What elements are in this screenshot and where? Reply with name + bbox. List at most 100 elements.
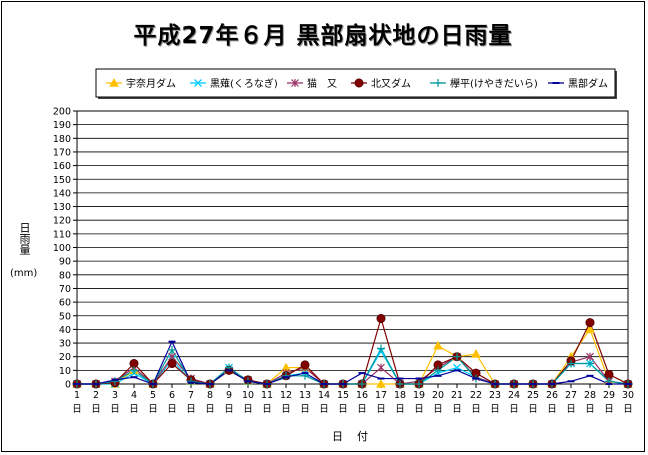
y-tick-label: 200 <box>53 107 71 118</box>
x-tick-suffix: 日 <box>167 404 177 415</box>
x-tick-suffix: 日 <box>243 404 253 415</box>
y-tick-label: 140 <box>53 188 71 199</box>
y-axis-label: 日雨量 <box>13 222 35 255</box>
x-tick-label: 15 <box>337 390 349 401</box>
x-tick-label: 8 <box>207 390 213 401</box>
x-tick-label: 30 <box>622 390 634 401</box>
legend-label: 北又ダム <box>371 77 411 90</box>
x-tick-suffix: 日 <box>528 404 538 415</box>
y-tick-label: 20 <box>59 352 71 363</box>
x-tick-suffix: 日 <box>395 404 405 415</box>
x-tick-suffix: 日 <box>186 404 196 415</box>
data-point <box>358 380 366 388</box>
x-tick-label: 16 <box>356 390 368 401</box>
y-tick-label: 150 <box>53 175 71 186</box>
x-tick-label: 5 <box>150 390 156 401</box>
x-tick-label: 1 <box>74 390 80 401</box>
legend-label: 黒部ダム <box>568 77 608 90</box>
x-tick-suffix: 日 <box>224 404 234 415</box>
data-point <box>585 324 595 334</box>
x-tick-suffix: 日 <box>623 404 633 415</box>
data-point <box>586 352 594 361</box>
data-point <box>585 318 595 328</box>
legend-label: 猫 又 <box>307 77 337 90</box>
x-tick-suffix: 日 <box>110 404 120 415</box>
y-tick-label: 180 <box>53 134 71 145</box>
y-tick-label: 40 <box>59 325 71 336</box>
y-tick-label: 160 <box>53 161 71 172</box>
legend-label: 黒薙(くろなぎ) <box>210 77 278 90</box>
x-tick-label: 7 <box>188 390 194 401</box>
x-tick-suffix: 日 <box>205 404 215 415</box>
x-tick-label: 22 <box>470 390 482 401</box>
y-tick-label: 30 <box>59 339 71 350</box>
x-tick-suffix: 日 <box>262 404 272 415</box>
x-tick-label: 9 <box>226 390 232 401</box>
y-tick-label: 110 <box>53 229 71 240</box>
legend-marker <box>291 79 299 87</box>
x-tick-suffix: 日 <box>471 404 481 415</box>
y-tick-label: 10 <box>59 366 71 377</box>
legend-marker <box>109 77 119 87</box>
data-point <box>376 378 386 388</box>
x-tick-suffix: 日 <box>547 404 557 415</box>
x-tick-label: 4 <box>131 390 137 401</box>
data-point <box>434 366 442 375</box>
x-tick-suffix: 日 <box>72 404 82 415</box>
y-axis-unit: (mm) <box>10 268 38 279</box>
legend-label: 欅平(けやきだいら) <box>450 78 538 90</box>
x-tick-suffix: 日 <box>433 404 443 415</box>
y-tick-label: 120 <box>53 216 71 227</box>
x-tick-suffix: 日 <box>452 404 462 415</box>
data-point <box>586 359 594 368</box>
data-point <box>111 377 119 386</box>
x-tick-suffix: 日 <box>566 404 576 415</box>
x-tick-label: 20 <box>432 390 444 401</box>
x-tick-label: 27 <box>565 390 577 401</box>
y-tick-label: 90 <box>59 257 71 268</box>
x-tick-label: 13 <box>299 390 311 401</box>
data-point <box>377 344 385 353</box>
x-tick-suffix: 日 <box>357 404 367 415</box>
x-tick-suffix: 日 <box>509 404 519 415</box>
x-tick-suffix: 日 <box>300 404 310 415</box>
y-tick-label: 70 <box>59 284 71 295</box>
legend-marker <box>354 78 364 88</box>
y-axis-label-text: 日雨量 <box>18 222 31 255</box>
data-point <box>167 359 177 369</box>
x-tick-label: 10 <box>242 390 254 401</box>
x-tick-label: 23 <box>489 390 501 401</box>
data-point <box>471 348 481 358</box>
x-tick-suffix: 日 <box>604 404 614 415</box>
legend-marker <box>434 79 442 87</box>
legend-label: 宇奈月ダム <box>126 77 176 90</box>
y-tick-label: 60 <box>59 298 71 309</box>
y-tick-label: 170 <box>53 147 71 158</box>
x-tick-label: 6 <box>169 390 175 401</box>
x-tick-label: 12 <box>280 390 292 401</box>
data-point <box>567 359 575 368</box>
x-tick-suffix: 日 <box>490 404 500 415</box>
x-tick-label: 2 <box>93 390 99 401</box>
x-tick-label: 26 <box>546 390 558 401</box>
x-tick-label: 29 <box>603 390 615 401</box>
x-tick-suffix: 日 <box>376 404 386 415</box>
y-tick-label: 50 <box>59 311 71 322</box>
legend-box <box>95 68 616 98</box>
y-tick-label: 80 <box>59 270 71 281</box>
legend-marker <box>194 79 202 87</box>
y-tick-label: 0 <box>65 380 71 391</box>
x-tick-label: 11 <box>261 390 273 401</box>
x-tick-label: 17 <box>375 390 387 401</box>
y-tick-label: 100 <box>53 243 71 254</box>
x-tick-suffix: 日 <box>91 404 101 415</box>
data-point <box>433 340 443 350</box>
x-axis-label: 日付 <box>332 430 382 443</box>
x-tick-suffix: 日 <box>319 404 329 415</box>
x-tick-label: 24 <box>508 390 520 401</box>
x-tick-suffix: 日 <box>148 404 158 415</box>
x-tick-label: 3 <box>112 390 118 401</box>
y-tick-label: 130 <box>53 202 71 213</box>
x-tick-suffix: 日 <box>585 404 595 415</box>
